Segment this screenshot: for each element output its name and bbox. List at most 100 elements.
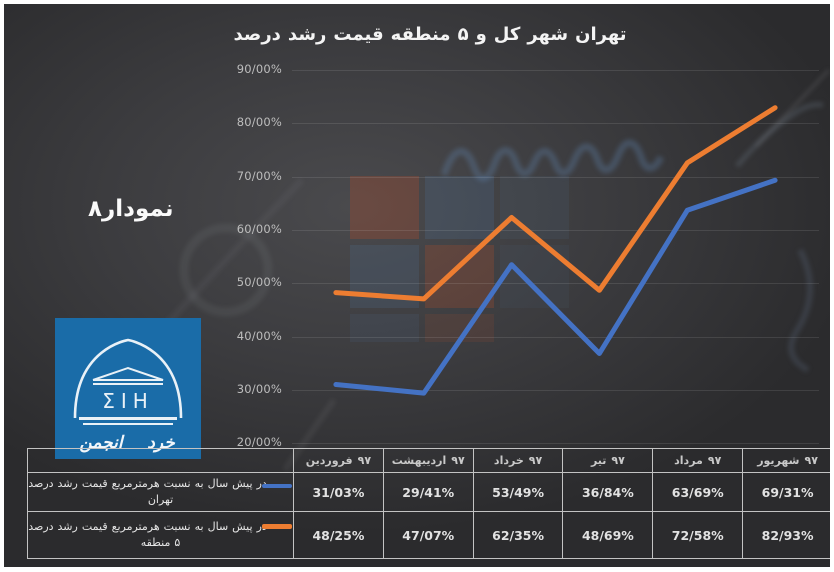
gridline bbox=[292, 229, 819, 231]
value-cell: 63/69% bbox=[652, 472, 744, 512]
logo-line bbox=[83, 423, 173, 425]
word: در bbox=[257, 519, 267, 535]
word: نسبت bbox=[163, 520, 191, 533]
data-table: فروردین ۹۷ اردیبهشت ۹۷ خرداد ۹۷ تیر ۹۷ مرداد ۹۷ شه… bbox=[27, 448, 830, 559]
legend-label-line2: تهران bbox=[28, 492, 293, 508]
word: نسبت bbox=[163, 477, 191, 490]
figure-number-label: نمودار۸ bbox=[88, 196, 173, 222]
word: ۹۷ bbox=[611, 454, 625, 467]
word: منطقه bbox=[390, 24, 451, 45]
month-header-cell: تیر ۹۷ bbox=[562, 448, 654, 473]
month-header-cell: خرداد ۹۷ bbox=[472, 448, 564, 473]
chart-title: درصد رشد قیمت منطقه ۵ و کل شهر تهران bbox=[170, 24, 690, 45]
watermark-tile bbox=[425, 245, 494, 308]
value-cell: 36/84% bbox=[562, 472, 654, 512]
gridline bbox=[292, 123, 819, 125]
word: رشد bbox=[57, 520, 78, 533]
word: ۵ bbox=[174, 536, 181, 549]
word: درصد bbox=[28, 520, 54, 533]
value-cell: 48/69% bbox=[562, 511, 654, 559]
word: منطقه bbox=[140, 536, 171, 549]
watermark-tile bbox=[500, 245, 569, 308]
value-cell: 47/07% bbox=[382, 511, 474, 559]
legend-label-line2: منطقه ۵ bbox=[28, 535, 293, 551]
word: به bbox=[194, 477, 204, 490]
y-tick-label: 90/00% bbox=[236, 62, 282, 76]
word: درصد bbox=[28, 477, 54, 490]
month-header-cell: فروردین ۹۷ bbox=[293, 448, 384, 473]
word: سال bbox=[207, 477, 229, 490]
month-header-cell: شهریور ۹۷ bbox=[742, 448, 830, 473]
y-tick-label: 20/00% bbox=[236, 435, 282, 450]
word: درصد bbox=[233, 24, 281, 45]
word: ۵ bbox=[457, 24, 469, 45]
word: هرمترمربع bbox=[111, 477, 160, 490]
value-cell: 82/93% bbox=[742, 511, 830, 559]
value-cell: 48/25% bbox=[293, 511, 384, 559]
y-tick-label: 30/00% bbox=[236, 381, 282, 396]
watermark-tile bbox=[350, 314, 419, 342]
slide-background: درصد رشد قیمت منطقه ۵ و کل شهر تهران نمودار۸ 90/… bbox=[4, 4, 830, 567]
y-tick-label: 40/00% bbox=[236, 328, 282, 343]
word: رشد bbox=[57, 477, 78, 490]
value-cell: 69/31% bbox=[742, 472, 830, 512]
legend-key-tehran bbox=[262, 484, 292, 488]
word: پیش bbox=[232, 477, 253, 490]
word: مرداد bbox=[674, 454, 703, 467]
gridline bbox=[292, 389, 819, 391]
watermark-tile bbox=[350, 245, 419, 308]
logo-dome-arc bbox=[73, 338, 183, 419]
word: شهریور bbox=[757, 454, 800, 467]
table-header-row: فروردین ۹۷ اردیبهشت ۹۷ خرداد ۹۷ تیر ۹۷ مرداد ۹۷ شه… bbox=[27, 448, 830, 473]
word: هرمترمربع bbox=[111, 520, 160, 533]
word: به bbox=[194, 520, 204, 533]
month-header-cell: اردیبهشت ۹۷ bbox=[382, 448, 474, 473]
word: ۹۷ bbox=[804, 454, 818, 467]
word: و bbox=[475, 24, 487, 45]
word: قیمت bbox=[81, 520, 108, 533]
value-cell: 29/41% bbox=[382, 472, 474, 512]
logo-line bbox=[79, 417, 177, 420]
value-cell: 72/58% bbox=[652, 511, 744, 559]
word: ۹۷ bbox=[707, 454, 722, 467]
word: پیش bbox=[232, 520, 253, 533]
gridline bbox=[292, 70, 819, 71]
word: ۹۷ bbox=[528, 454, 543, 467]
logo-monogram: ΣIH bbox=[102, 389, 154, 413]
y-tick-label: 60/00% bbox=[236, 221, 282, 236]
word: قیمت bbox=[81, 477, 108, 490]
gridline bbox=[292, 443, 819, 445]
word: ۹۷ bbox=[451, 454, 465, 467]
word: رشد bbox=[287, 24, 327, 45]
word: خرداد bbox=[493, 454, 524, 467]
y-tick-label: 70/00% bbox=[236, 168, 282, 183]
value-cell: 31/03% bbox=[293, 472, 384, 512]
gridline bbox=[292, 283, 819, 285]
word: قیمت bbox=[333, 24, 384, 45]
y-tick-label: 80/00% bbox=[236, 115, 282, 130]
word: فروردین bbox=[305, 454, 353, 467]
gridline bbox=[292, 176, 819, 178]
legend-cell-tehran: درصد رشد قیمت هرمترمربع نسبت به سال پیش در تهران bbox=[27, 472, 294, 512]
month-header-cell: مرداد ۹۷ bbox=[652, 448, 744, 473]
legend-key-region5 bbox=[262, 524, 292, 529]
watermark-tile bbox=[425, 314, 494, 342]
word: در bbox=[256, 477, 267, 490]
word: تهران bbox=[575, 24, 627, 45]
word: نمودار۸ bbox=[88, 196, 174, 222]
word: تهران bbox=[147, 493, 174, 506]
value-cell: 62/35% bbox=[472, 511, 564, 559]
table-corner-cell bbox=[27, 448, 294, 473]
logo-roof bbox=[92, 366, 164, 385]
company-logo: ΣIH انجمن خرد bbox=[55, 318, 201, 459]
word: تیر bbox=[590, 454, 607, 467]
table-row-tehran: درصد رشد قیمت هرمترمربع نسبت به سال پیش در تهران… bbox=[27, 472, 830, 512]
word: سال bbox=[207, 520, 229, 533]
word: شهر bbox=[527, 24, 569, 45]
value-cell: 53/49% bbox=[472, 472, 564, 512]
gridline bbox=[292, 336, 819, 338]
